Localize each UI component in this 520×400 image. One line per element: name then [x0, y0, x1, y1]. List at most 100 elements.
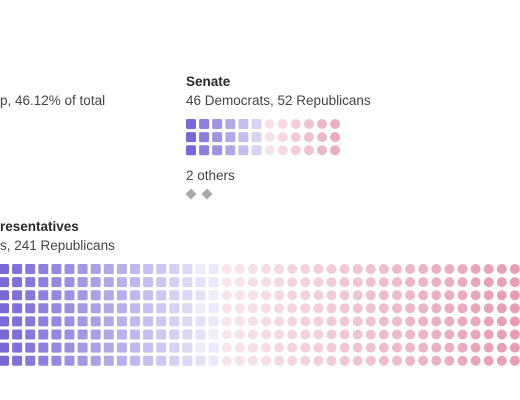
- house-dem-seat: [90, 329, 101, 340]
- house-rep-seat: [509, 342, 520, 353]
- house-rep-seat: [444, 264, 455, 274]
- house-rep-seat: [274, 290, 285, 301]
- senate-title: Senate: [186, 74, 231, 89]
- house-dem-seat: [103, 355, 114, 366]
- house-dem-seat: [64, 342, 75, 353]
- house-dem-seat: [90, 303, 101, 314]
- house-dem-seat: [0, 329, 9, 340]
- house-dem-seat: [103, 290, 114, 301]
- house-rep-seat: [405, 316, 416, 327]
- house-dem-seat: [51, 316, 62, 327]
- house-rep-seat: [483, 303, 494, 314]
- senate-other-seat: [185, 188, 197, 200]
- house-dem-seat: [195, 277, 206, 288]
- house-dem-seat: [77, 316, 88, 327]
- senate-rep-seat: [317, 119, 327, 129]
- house-dem-seat: [38, 355, 49, 366]
- house-rep-seat: [339, 277, 350, 288]
- house-rep-seat: [261, 264, 271, 274]
- house-rep-seat: [313, 342, 324, 353]
- house-rep-seat: [352, 355, 363, 366]
- senate-rep-seat: [264, 132, 275, 143]
- house-rep-seat: [274, 329, 285, 340]
- house-rep-seat: [483, 264, 494, 274]
- house-dem-seat: [182, 329, 193, 340]
- house-dem-seat: [90, 316, 101, 327]
- house-dem-seat: [156, 329, 167, 340]
- senate-subtitle: 46 Democrats, 52 Republicans: [186, 93, 371, 108]
- house-rep-seat: [418, 355, 429, 366]
- house-dem-seat: [208, 277, 219, 288]
- house-dem-seat: [12, 342, 23, 353]
- house-rep-seat: [444, 277, 455, 288]
- house-dem-seat: [116, 316, 127, 327]
- house-dem-seat: [51, 277, 62, 288]
- house-rep-seat: [405, 303, 416, 314]
- house-dem-seat: [51, 303, 62, 314]
- house-rep-seat: [378, 342, 389, 353]
- house-rep-seat: [457, 342, 468, 353]
- house-rep-seat: [483, 316, 494, 327]
- house-dem-seat: [169, 355, 180, 366]
- house-rep-seat: [365, 277, 376, 288]
- house-dem-seat: [103, 329, 114, 340]
- house-rep-seat: [326, 277, 337, 288]
- house-dem-seat: [90, 264, 101, 274]
- senate-rep-seat: [290, 145, 301, 156]
- house-rep-seat: [287, 355, 298, 366]
- house-rep-seat: [247, 277, 258, 288]
- house-rep-seat: [261, 303, 271, 314]
- senate-dem-seat: [238, 145, 249, 156]
- house-rep-seat: [261, 277, 271, 288]
- house-rep-seat: [352, 290, 363, 301]
- house-dem-seat: [195, 355, 206, 366]
- house-dem-seat: [143, 355, 154, 366]
- house-dem-seat: [64, 303, 75, 314]
- senate-dem-seat: [199, 145, 210, 156]
- house-rep-seat: [287, 264, 298, 274]
- house-dem-seat: [169, 303, 180, 314]
- house-rep-seat: [392, 342, 402, 353]
- house-rep-seat: [234, 329, 245, 340]
- house-dem-seat: [25, 355, 36, 366]
- house-rep-seat: [261, 355, 271, 366]
- house-rep-seat: [247, 303, 258, 314]
- house-rep-seat: [287, 277, 298, 288]
- senate-dem-seat: [186, 145, 196, 156]
- senate-dem-seat: [251, 132, 262, 143]
- house-rep-seat: [352, 329, 363, 340]
- house-rep-seat: [352, 277, 363, 288]
- house-rep-seat: [300, 303, 311, 314]
- house-dem-seat: [103, 316, 114, 327]
- house-dem-seat: [130, 264, 140, 274]
- house-rep-seat: [247, 290, 258, 301]
- house-rep-seat: [418, 329, 429, 340]
- house-rep-seat: [509, 264, 520, 274]
- senate-dem-seat: [225, 132, 236, 143]
- house-dem-seat: [51, 329, 62, 340]
- house-rep-seat: [274, 303, 285, 314]
- house-dem-seat: [64, 355, 75, 366]
- house-rep-seat: [300, 264, 311, 274]
- house-rep-seat: [457, 277, 468, 288]
- house-rep-seat: [378, 303, 389, 314]
- house-rep-seat: [326, 264, 337, 274]
- house-rep-seat: [221, 316, 232, 327]
- house-dem-seat: [143, 303, 154, 314]
- house-rep-seat: [221, 290, 232, 301]
- house-rep-seat: [300, 329, 311, 340]
- house-dem-seat: [116, 303, 127, 314]
- house-rep-seat: [378, 264, 389, 274]
- house-rep-seat: [483, 277, 494, 288]
- house-rep-seat: [431, 303, 442, 314]
- house-dem-seat: [116, 329, 127, 340]
- house-dem-seat: [169, 277, 180, 288]
- house-rep-seat: [509, 277, 520, 288]
- senate-rep-seat: [317, 145, 327, 156]
- house-dem-seat: [38, 277, 49, 288]
- house-rep-seat: [339, 316, 350, 327]
- senate-dem-seat: [199, 132, 210, 143]
- house-rep-seat: [234, 290, 245, 301]
- house-rep-seat: [287, 290, 298, 301]
- house-dem-seat: [116, 342, 127, 353]
